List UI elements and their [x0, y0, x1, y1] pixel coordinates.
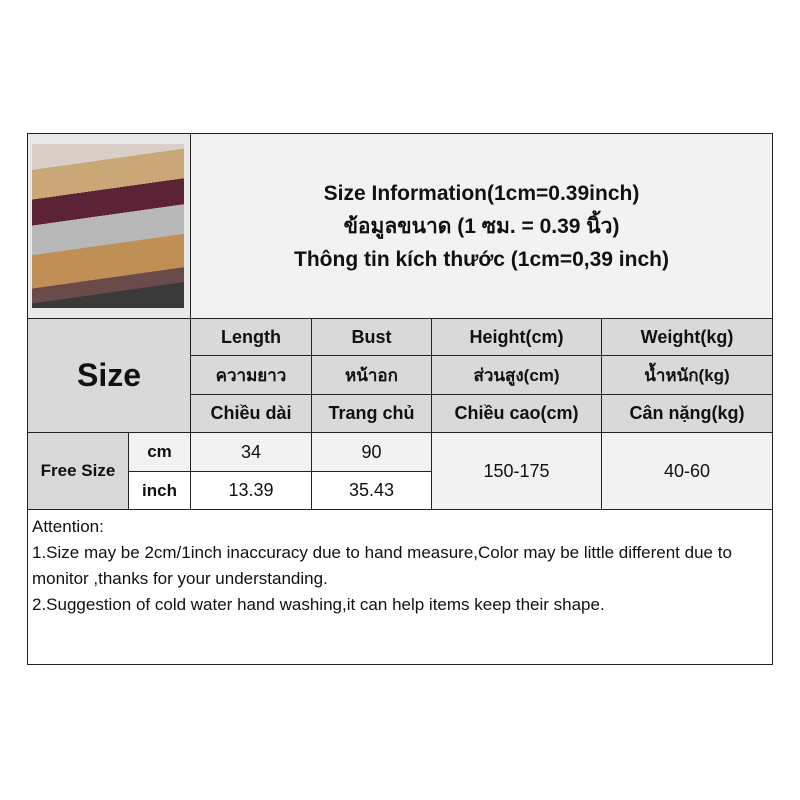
unit-cm: cm	[128, 432, 191, 472]
unit-inch: inch	[128, 471, 191, 510]
bust-inch: 35.43	[311, 471, 432, 510]
col-weight-vi: Cân nặng(kg)	[601, 394, 773, 433]
height-value: 150-175	[431, 432, 602, 510]
length-inch: 13.39	[190, 471, 312, 510]
col-length-th: ความยาว	[190, 355, 312, 395]
weight-value: 40-60	[601, 432, 773, 510]
col-length-vi: Chiều dài	[190, 394, 312, 433]
col-height-en: Height(cm)	[431, 318, 602, 356]
title-en: Size Information(1cm=0.39inch)	[323, 181, 640, 205]
length-cm: 34	[190, 432, 312, 472]
col-weight-en: Weight(kg)	[601, 318, 773, 356]
title-vi: Thông tin kích thước (1cm=0,39 inch)	[294, 247, 669, 271]
title-cell: Size Information(1cm=0.39inch) ข้อมูลขนา…	[190, 133, 773, 319]
notes-heading: Attention:	[32, 517, 104, 536]
product-photo	[27, 133, 191, 319]
note-2: 2.Suggestion of cold water hand washing,…	[32, 595, 605, 614]
note-1: 1.Size may be 2cm/1inch inaccuracy due t…	[32, 543, 732, 588]
col-height-vi: Chiều cao(cm)	[431, 394, 602, 433]
col-weight-th: น้ำหนัก(kg)	[601, 355, 773, 395]
title-th: ข้อมูลขนาด (1 ซม. = 0.39 นิ้ว)	[343, 214, 620, 238]
col-height-th: ส่วนสูง(cm)	[431, 355, 602, 395]
col-bust-en: Bust	[311, 318, 432, 356]
col-bust-vi: Trang chủ	[311, 394, 432, 433]
col-length-en: Length	[190, 318, 312, 356]
size-name: Free Size	[27, 432, 129, 510]
col-bust-th: หน้าอก	[311, 355, 432, 395]
bust-cm: 90	[311, 432, 432, 472]
attention-notes: Attention: 1.Size may be 2cm/1inch inacc…	[27, 509, 773, 665]
size-header: Size	[27, 318, 191, 433]
striped-crochet-top-image	[32, 144, 184, 308]
